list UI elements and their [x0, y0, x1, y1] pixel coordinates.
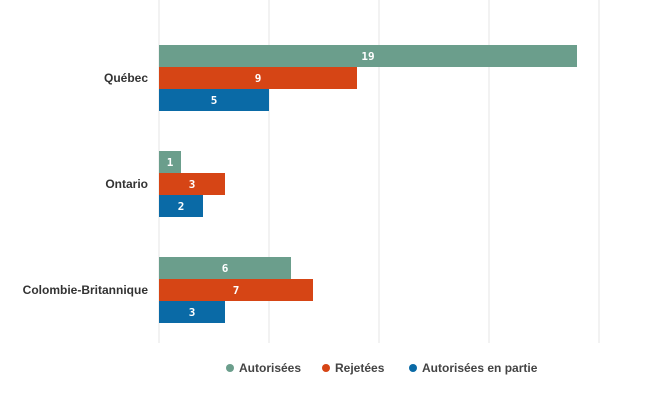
bar [159, 195, 203, 217]
bar [159, 45, 577, 67]
data-label: 3 [189, 178, 196, 191]
legend-marker-icon [226, 364, 234, 372]
bar [159, 173, 225, 195]
bar [159, 151, 181, 173]
legend-label: Autorisées en partie [422, 361, 538, 375]
legend-marker-icon [322, 364, 330, 372]
data-label: 5 [211, 94, 218, 107]
data-label: 19 [361, 50, 374, 63]
legend-label: Autorisées [239, 361, 301, 375]
category-label: Colombie-Britannique [23, 283, 149, 297]
bar [159, 301, 225, 323]
bar [159, 257, 291, 279]
data-label: 1 [167, 156, 174, 169]
data-label: 2 [178, 200, 185, 213]
category-labels: Québec Ontario Colombie-Britannique [23, 71, 149, 297]
legend-marker-icon [409, 364, 417, 372]
data-label: 7 [233, 284, 240, 297]
legend-label: Rejetées [335, 361, 385, 375]
category-label: Québec [104, 71, 148, 85]
data-label: 6 [222, 262, 229, 275]
legend: Autorisées Rejetées Autorisées en partie [226, 361, 538, 375]
bar [159, 67, 357, 89]
category-label: Ontario [105, 177, 148, 191]
bar [159, 89, 269, 111]
data-label: 9 [255, 72, 262, 85]
bar [159, 279, 313, 301]
data-label: 3 [189, 306, 196, 319]
